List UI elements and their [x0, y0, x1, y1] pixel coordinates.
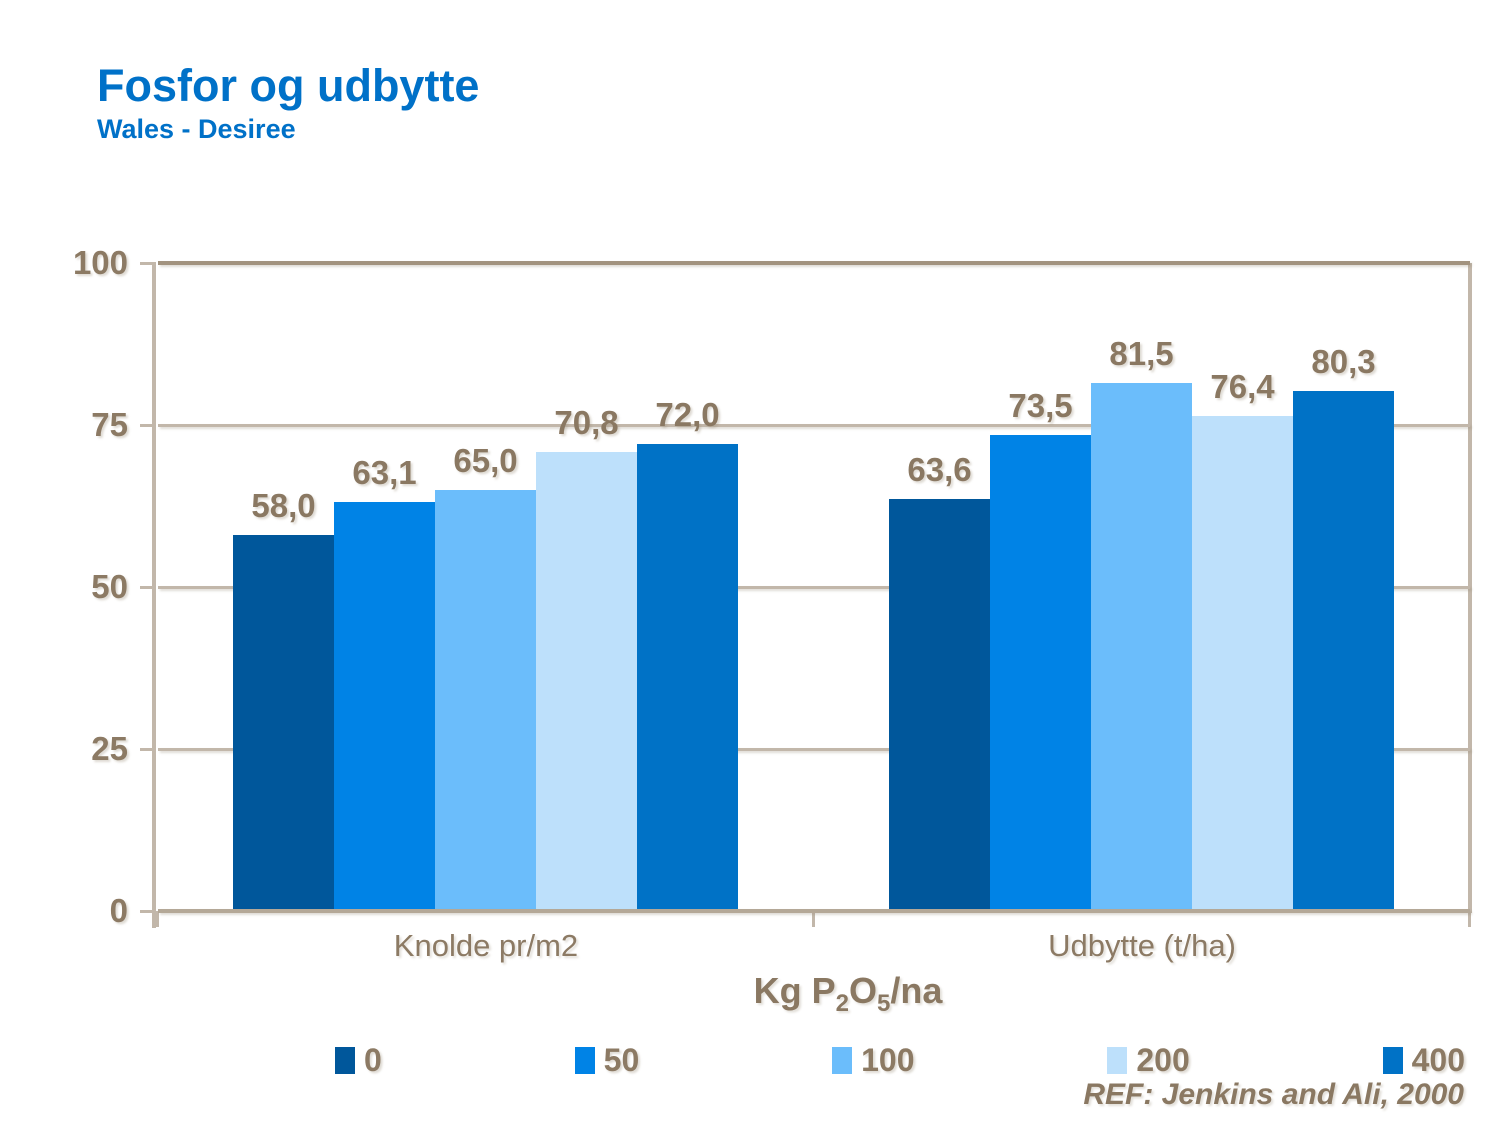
- legend-label: 100: [861, 1042, 915, 1078]
- bar-value-label: 76,4: [1210, 367, 1275, 405]
- bar-value-label: 63,1: [352, 454, 417, 492]
- bar-value-label: 63,6: [907, 450, 972, 488]
- gridline-50: [158, 586, 1470, 589]
- legend-item-400: 400: [1382, 1042, 1465, 1078]
- bar-udbytte-t-ha--0: [889, 498, 990, 911]
- plot-area: 58,0 63,1 65,0 70,8 72,0 63,6 73,5 81,5 76,4 80,3: [152, 261, 1472, 928]
- bar-value-label: 58,0: [251, 487, 316, 525]
- bar-knolde-pr-m2-50: [334, 502, 435, 911]
- legend-label: 50: [603, 1042, 640, 1078]
- gridline-100: [158, 261, 1470, 265]
- bar-udbytte-t-ha--100: [1091, 382, 1192, 911]
- legend-item-50: 50: [574, 1042, 640, 1078]
- y-axis-line: [152, 262, 156, 928]
- legend-item-200: 200: [1107, 1042, 1190, 1078]
- legend-swatch-icon: [574, 1046, 595, 1074]
- y-axis-tick-label: 100: [72, 244, 128, 281]
- x-axis-title-text: O: [848, 970, 877, 1011]
- bar-value-label: 80,3: [1311, 342, 1376, 380]
- category-boundary-tick: [1468, 911, 1471, 927]
- x-axis-title-text: /na: [890, 970, 943, 1011]
- reference-text: REF: Jenkins and Ali, 2000: [1083, 1078, 1464, 1111]
- x-axis-title-text: Kg P: [753, 970, 836, 1011]
- legend: 0 50 100 200 400: [335, 1044, 1465, 1076]
- bar-udbytte-t-ha--400: [1293, 390, 1394, 911]
- bar-value-label: 73,5: [1008, 386, 1073, 424]
- category-label: Udbytte (t/ha): [1048, 928, 1236, 963]
- chart-title: Fosfor og udbytte: [97, 60, 480, 111]
- y-axis-tick-label: 25: [91, 730, 128, 767]
- category-boundary-tick: [156, 911, 159, 927]
- y-axis-tick-mark: [140, 586, 154, 589]
- x-axis-title-subscript: 2: [835, 990, 849, 1018]
- bar-udbytte-t-ha--200: [1192, 415, 1293, 911]
- bar-value-label: 65,0: [453, 441, 518, 479]
- header: Fosfor og udbytte Wales - Desiree: [97, 62, 479, 144]
- y-axis-tick-label: 0: [109, 892, 128, 929]
- bar-value-label: 81,5: [1109, 334, 1174, 372]
- bar-value-label: 70,8: [554, 404, 619, 442]
- category-label: Knolde pr/m2: [393, 928, 579, 963]
- legend-label: 200: [1136, 1042, 1190, 1078]
- y-axis-tick-label: 50: [91, 568, 128, 605]
- plot-right-border: [1468, 263, 1472, 913]
- legend-item-100: 100: [832, 1042, 915, 1078]
- y-axis-tick-mark: [140, 262, 154, 265]
- bar-knolde-pr-m2-400: [637, 444, 738, 911]
- legend-swatch-icon: [832, 1046, 853, 1074]
- legend-swatch-icon: [1107, 1046, 1128, 1074]
- gridline-25: [158, 748, 1470, 751]
- bar-knolde-pr-m2-0: [233, 535, 334, 911]
- legend-label: 0: [364, 1042, 382, 1078]
- bar-knolde-pr-m2-100: [435, 489, 536, 911]
- bar-value-label: 72,0: [655, 396, 720, 434]
- y-axis-tick-mark: [140, 748, 154, 751]
- category-boundary-tick: [812, 911, 815, 927]
- legend-swatch-icon: [335, 1046, 355, 1074]
- bar-udbytte-t-ha--50: [990, 434, 1091, 911]
- gridline-75: [158, 424, 1470, 427]
- chart-subtitle: Wales - Desiree: [97, 114, 296, 145]
- x-axis-line: [158, 909, 1470, 913]
- legend-item-0: 0: [335, 1044, 382, 1076]
- x-axis-title-subscript: 5: [877, 990, 891, 1018]
- y-axis-tick-label: 75: [91, 406, 128, 443]
- x-axis-title: Kg P2O5/na: [598, 970, 1098, 1016]
- legend-label: 400: [1411, 1042, 1465, 1078]
- y-axis-tick-mark: [140, 424, 154, 427]
- legend-swatch-icon: [1382, 1046, 1403, 1074]
- y-axis-tick-mark: [140, 910, 154, 913]
- bar-knolde-pr-m2-200: [536, 452, 637, 911]
